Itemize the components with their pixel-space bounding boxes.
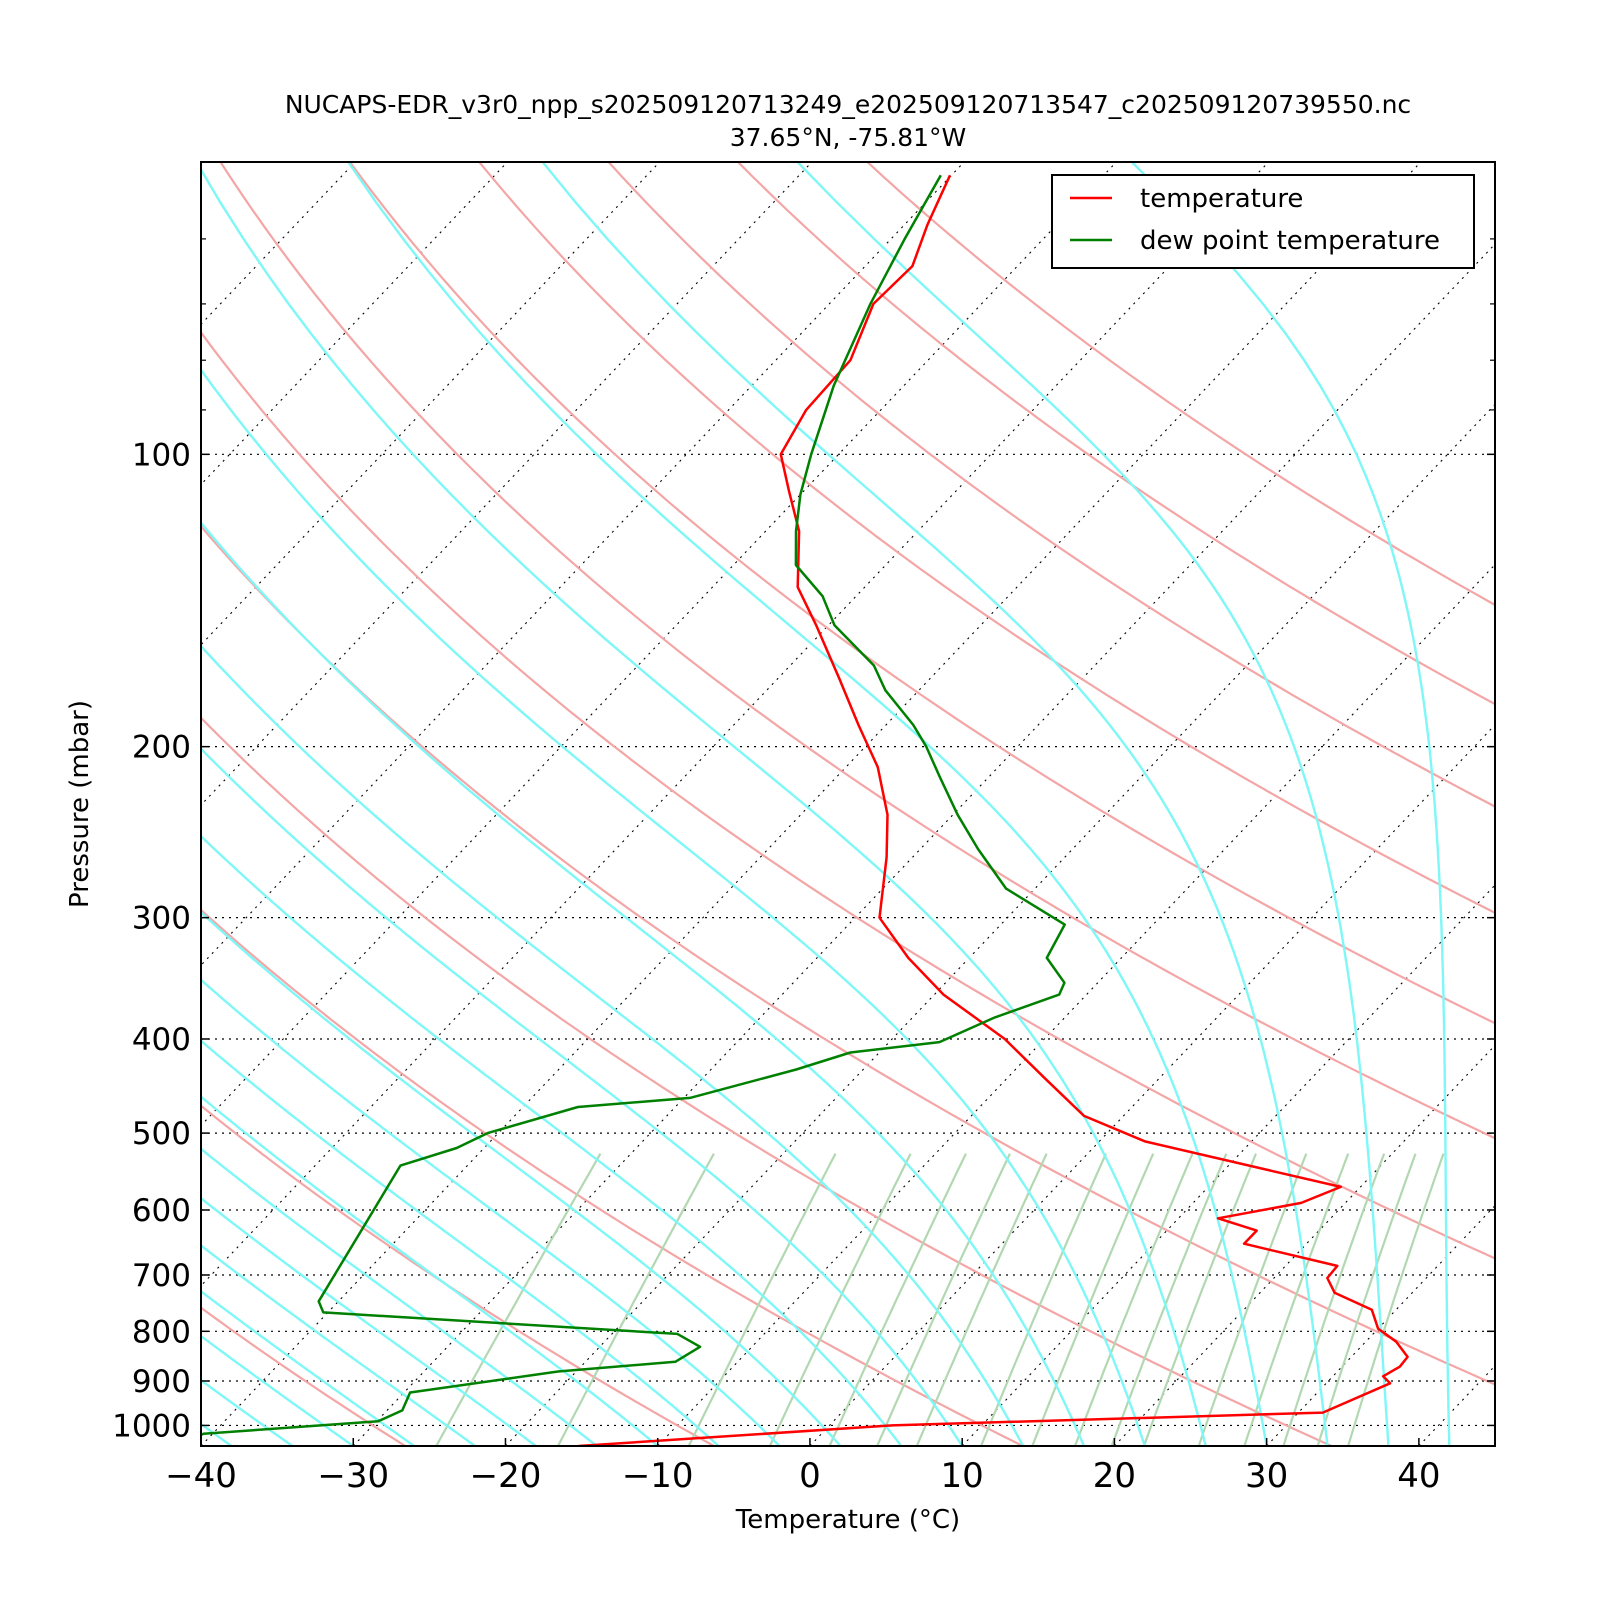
moist-adiabat-line: [201, 1095, 659, 1446]
moist-adiabat-line: [201, 1147, 598, 1446]
moist-adiabat-line: [796, 162, 1390, 1446]
moist-adiabat-line: [347, 162, 1268, 1446]
y-tick-label: 1000: [112, 1408, 191, 1444]
x-tick-label: −40: [165, 1456, 237, 1496]
isotherm-line: [657, 563, 1495, 1446]
chart-title: NUCAPS-EDR_v3r0_npp_s202509120713249_e20…: [285, 90, 1411, 119]
x-tick-label: 10: [941, 1456, 984, 1496]
mixing-ratio-line: [1031, 1153, 1155, 1446]
x-tick-label: 40: [1397, 1456, 1440, 1496]
dry-adiabat-line: [201, 524, 1495, 1386]
x-tick-label: 30: [1245, 1456, 1288, 1496]
legend-label-temperature: temperature: [1140, 184, 1303, 214]
mixing-ratio-line: [1347, 1153, 1445, 1446]
plot-frame: [200, 161, 1496, 1447]
isotherm-line: [1266, 1204, 1495, 1446]
moist-adiabat-line: [201, 834, 903, 1446]
mixing-ratio-line: [435, 1153, 602, 1446]
mixing-ratio-line: [1197, 1153, 1308, 1446]
x-tick-label: −10: [622, 1456, 694, 1496]
mixing-ratio-line: [915, 1153, 1048, 1446]
moist-adiabat-line: [201, 167, 1207, 1446]
y-axis-label: Pressure (mbar): [65, 700, 95, 908]
dry-adiabat-line: [201, 908, 1024, 1446]
moist-adiabat-line: [1131, 162, 1451, 1446]
mixing-ratio-line: [1073, 1153, 1194, 1446]
moist-adiabat-line: [201, 1196, 537, 1446]
chart-subtitle: 37.65°N, -75.81°W: [730, 123, 966, 152]
y-tick-label: 700: [132, 1258, 191, 1294]
x-tick-label: 0: [799, 1456, 821, 1496]
isotherm-line: [201, 162, 1422, 1446]
x-axis-label: Temperature (°C): [735, 1505, 960, 1535]
moist-adiabat-line: [201, 910, 842, 1446]
x-tick-label: −30: [317, 1456, 389, 1496]
dry-adiabat-line: [219, 162, 1495, 1140]
dry-adiabat-line: [201, 1104, 715, 1446]
moist-adiabat-line: [201, 1243, 476, 1446]
dry-adiabat-line: [737, 162, 1495, 706]
isotherm-line: [1114, 1044, 1495, 1446]
x-tick-label: 20: [1093, 1456, 1136, 1496]
mixing-ratio-line: [1316, 1153, 1417, 1446]
dry-adiabat-line: [478, 162, 1495, 915]
moist-adiabat-line: [201, 1039, 720, 1446]
dewpoint-line: [201, 174, 1066, 1437]
mixing-ratio-line: [980, 1153, 1108, 1446]
data-series: [201, 174, 1409, 1446]
axis-ticks: −40 −30 −20 −10 0 10 20 30 40 100 200 300 400 500 600 7…: [112, 161, 1495, 1496]
moist-adiabat-line: [201, 978, 781, 1446]
moist-adiabat-line: [201, 1334, 354, 1446]
dry-adiabat-line: [201, 716, 1332, 1446]
y-tick-label: 900: [132, 1364, 191, 1400]
mixing-ratio-line: [1282, 1153, 1386, 1446]
moist-adiabat-line: [201, 521, 1086, 1446]
isotherm-line: [961, 884, 1495, 1446]
dry-adiabat-line: [866, 162, 1495, 607]
temperature-line: [578, 174, 1409, 1446]
mixing-ratio-line: [1142, 1153, 1257, 1446]
dry-adiabat-line: [607, 162, 1495, 808]
dry-adiabat-line: [349, 162, 1495, 1025]
x-tick-label: −20: [470, 1456, 542, 1496]
moist-adiabat-line: [201, 747, 964, 1446]
mixing-ratio-line: [828, 1153, 967, 1446]
y-tick-label: 400: [132, 1022, 191, 1058]
mixing-ratio-line: [687, 1153, 837, 1446]
y-tick-label: 200: [132, 730, 191, 766]
mixing-ratio-line: [1110, 1153, 1228, 1446]
y-tick-label: 600: [132, 1193, 191, 1229]
moist-adiabat-line: [201, 367, 1147, 1446]
mixing-ratio-line: [1243, 1153, 1350, 1446]
dry-adiabat-line: [201, 330, 1495, 1260]
y-tick-label: 100: [132, 437, 191, 473]
y-tick-label: 500: [132, 1116, 191, 1152]
y-tick-label: 800: [132, 1314, 191, 1350]
mixing-ratio-line: [557, 1153, 715, 1446]
moist-adiabat-line: [541, 162, 1329, 1446]
legend-label-dewpoint: dew point temperature: [1140, 226, 1440, 256]
mixing-ratio-line: [876, 1153, 1011, 1446]
legend: temperature dew point temperature: [1051, 174, 1475, 269]
moist-adiabat-line: [201, 644, 1025, 1446]
y-tick-label: 300: [132, 901, 191, 937]
legend-box: [1051, 174, 1475, 269]
moist-adiabat-line: [201, 1289, 415, 1446]
isotherm-line: [201, 162, 1269, 1287]
isotherm-line: [505, 403, 1495, 1446]
isotherm-line: [809, 724, 1495, 1446]
background-lines: [201, 162, 1495, 1446]
mixing-ratio-line: [768, 1153, 912, 1446]
